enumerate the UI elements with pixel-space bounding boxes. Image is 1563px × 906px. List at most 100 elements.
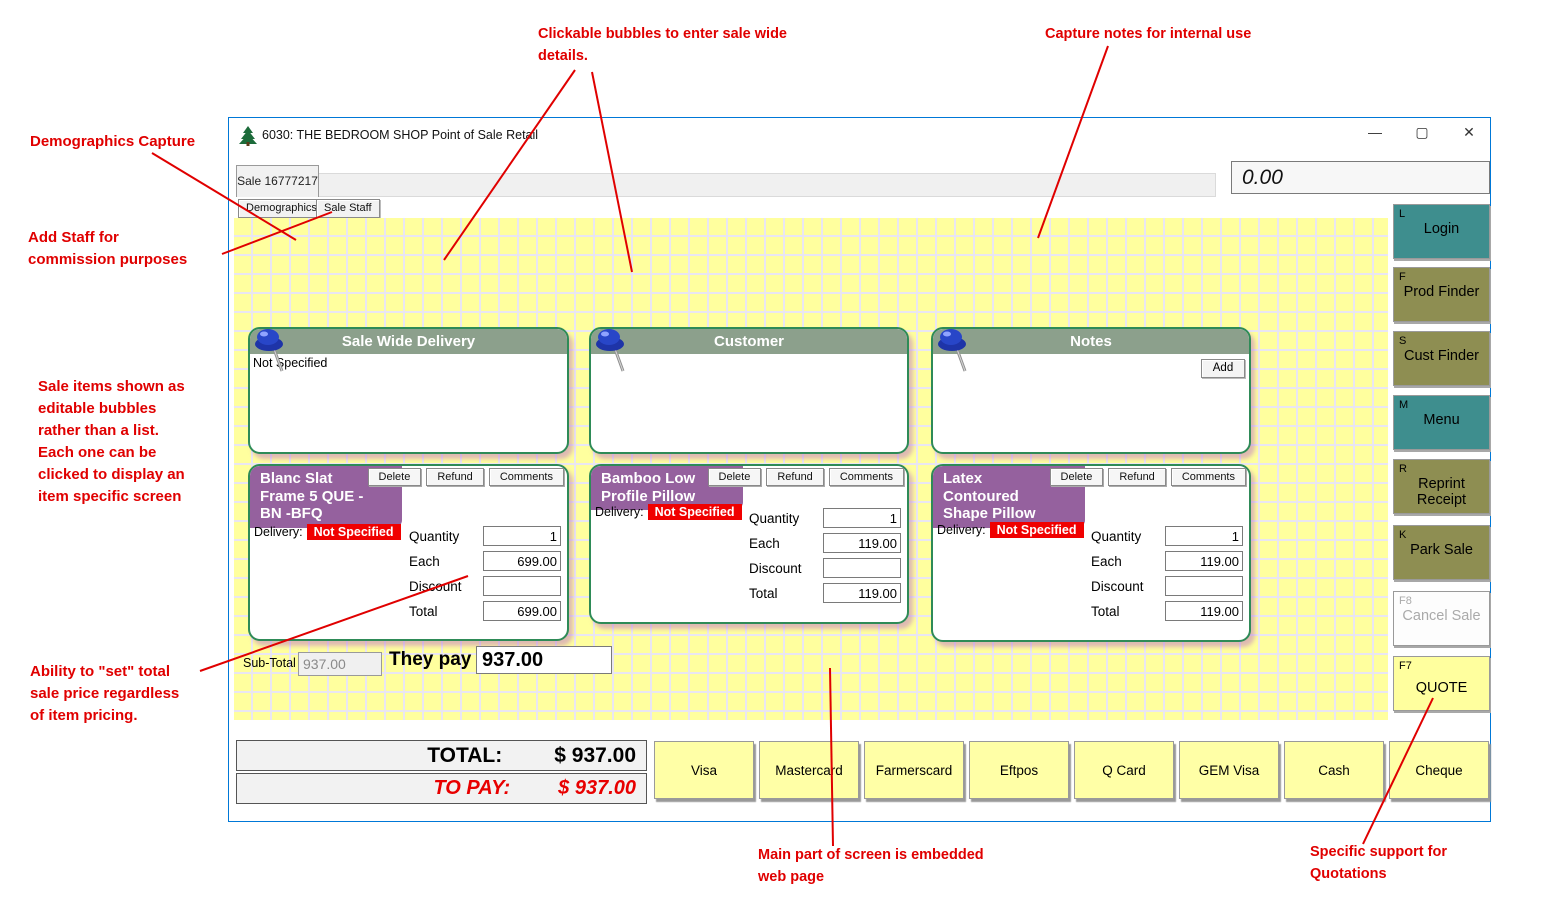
subtotal-input[interactable] — [298, 652, 382, 676]
delivery-status-badge[interactable]: Not Specified — [306, 524, 401, 540]
annotation-sale-items: Sale items shown as editable bubbles rat… — [38, 378, 185, 505]
to-pay-box: TO PAY: $ 937.00 — [236, 773, 647, 804]
shortcut-key: F8 — [1399, 595, 1412, 607]
sale-wide-delivery-bubble[interactable]: Sale Wide Delivery Not Specified — [248, 327, 569, 454]
eftpos-button[interactable]: Eftpos — [969, 741, 1069, 799]
delete-button[interactable]: Delete — [367, 468, 422, 486]
annotation-embedded-web: Main part of screen is embedded web page — [758, 847, 984, 885]
park-sale-button[interactable]: K Park Sale — [1393, 525, 1490, 580]
comments-button[interactable]: Comments — [828, 468, 904, 486]
embedded-web-area: Sale Wide Delivery Not Specified Custome… — [234, 218, 1388, 720]
mastercard-button[interactable]: Mastercard — [759, 741, 859, 799]
item-delivery: Delivery: Not Specified — [937, 522, 1084, 538]
total-label: Total — [409, 603, 438, 619]
window-title: 6030: THE BEDROOM SHOP Point of Sale Ret… — [262, 128, 539, 142]
quantity-input[interactable] — [1165, 526, 1243, 546]
q-card-button[interactable]: Q Card — [1074, 741, 1174, 799]
they-pay-label: They pay — [389, 649, 472, 670]
annotation-demographics-capture: Demographics Capture — [30, 133, 196, 150]
notes-header: Notes — [933, 329, 1249, 354]
comments-button[interactable]: Comments — [1170, 468, 1246, 486]
shortcut-key: M — [1399, 399, 1409, 411]
cancel-sale-button[interactable]: F8 Cancel Sale — [1393, 591, 1490, 646]
discount-label: Discount — [1091, 578, 1144, 594]
login-button[interactable]: L Login — [1393, 204, 1490, 259]
delivery-label: Delivery: — [595, 505, 644, 519]
each-input[interactable] — [1165, 551, 1243, 571]
item-delivery: Delivery: Not Specified — [254, 524, 401, 540]
comments-button[interactable]: Comments — [488, 468, 564, 486]
to-pay-label: TO PAY: — [433, 777, 511, 799]
delivery-label: Delivery: — [254, 525, 303, 539]
annotation-quotations: Specific support for Quotations — [1310, 844, 1447, 882]
discount-input[interactable] — [1165, 576, 1243, 596]
total-label: TOTAL: — [427, 743, 503, 767]
farmerscard-button[interactable]: Farmerscard — [864, 741, 964, 799]
quantity-label: Quantity — [1091, 528, 1142, 544]
discount-input[interactable] — [823, 558, 901, 578]
cheque-button[interactable]: Cheque — [1389, 741, 1489, 799]
close-icon[interactable]: ✕ — [1463, 124, 1475, 140]
annotation-clickable-bubbles: Clickable bubbles to enter sale wide det… — [538, 26, 787, 64]
they-pay-input[interactable] — [476, 646, 612, 674]
pos-window: 6030: THE BEDROOM SHOP Point of Sale Ret… — [228, 117, 1491, 822]
shortcut-key: F7 — [1399, 660, 1412, 672]
quantity-label: Quantity — [749, 510, 800, 526]
amount-display[interactable]: 0.00 — [1231, 161, 1490, 194]
quote-button[interactable]: F7 QUOTE — [1393, 656, 1490, 711]
sale-item-bubble[interactable]: Blanc Slat Frame 5 QUE - BN -BFQ Delete … — [248, 464, 569, 641]
total-input[interactable] — [823, 583, 901, 603]
shortcut-key: R — [1399, 463, 1407, 475]
notes-add-button[interactable]: Add — [1201, 359, 1245, 378]
sale-item-bubble[interactable]: Bamboo Low Profile Pillow Delete Refund … — [589, 464, 909, 624]
quantity-input[interactable] — [483, 526, 561, 546]
annotation-add-staff: Add Staff for commission purposes — [28, 229, 188, 268]
subtotal-label: Sub-Total — [243, 656, 296, 670]
sale-wide-delivery-value: Not Specified — [253, 356, 328, 370]
delivery-status-badge[interactable]: Not Specified — [647, 504, 742, 520]
each-label: Each — [1091, 553, 1122, 569]
gem-visa-button[interactable]: GEM Visa — [1179, 741, 1279, 799]
refund-button[interactable]: Refund — [766, 468, 824, 486]
sale-staff-button[interactable]: Sale Staff — [316, 199, 380, 218]
quantity-label: Quantity — [409, 528, 460, 544]
annotation-capture-notes: Capture notes for internal use — [1045, 26, 1252, 42]
each-label: Each — [749, 535, 780, 551]
visa-button[interactable]: Visa — [654, 741, 754, 799]
each-input[interactable] — [823, 533, 901, 553]
notes-bubble[interactable]: Notes Add — [931, 327, 1251, 454]
total-input[interactable] — [1165, 601, 1243, 621]
shortcut-key: K — [1399, 529, 1407, 541]
reprint-receipt-button[interactable]: R Reprint Receipt — [1393, 459, 1490, 514]
refund-button[interactable]: Refund — [426, 468, 484, 486]
cash-button[interactable]: Cash — [1284, 741, 1384, 799]
tab-strip — [236, 173, 1216, 197]
app-pine-tree-icon — [239, 126, 257, 146]
refund-button[interactable]: Refund — [1108, 468, 1166, 486]
cust-finder-button[interactable]: S Cust Finder — [1393, 331, 1490, 386]
sale-item-bubble[interactable]: Latex Contoured Shape Pillow Delete Refu… — [931, 464, 1251, 642]
shortcut-key: S — [1399, 335, 1407, 347]
delete-button[interactable]: Delete — [707, 468, 762, 486]
tab-sale-number[interactable]: Sale 16777217 — [236, 165, 319, 197]
quantity-input[interactable] — [823, 508, 901, 528]
annotation-set-total: Ability to "set" total sale price regard… — [30, 663, 180, 724]
delivery-status-badge[interactable]: Not Specified — [989, 522, 1084, 538]
to-pay-value: $ 937.00 — [558, 777, 636, 799]
pushpin-icon — [938, 329, 967, 372]
discount-label: Discount — [409, 578, 462, 594]
delete-button[interactable]: Delete — [1049, 468, 1104, 486]
total-input[interactable] — [483, 601, 561, 621]
menu-button[interactable]: M Menu — [1393, 395, 1490, 450]
customer-bubble[interactable]: Customer — [589, 327, 909, 454]
discount-input[interactable] — [483, 576, 561, 596]
demographics-button[interactable]: Demographics — [238, 199, 325, 218]
minimize-icon[interactable]: — — [1368, 124, 1382, 140]
item-delivery: Delivery: Not Specified — [595, 504, 742, 520]
maximize-icon[interactable]: ▢ — [1415, 124, 1429, 140]
pushpin-icon — [596, 329, 625, 372]
discount-label: Discount — [749, 560, 802, 576]
each-input[interactable] — [483, 551, 561, 571]
title-bar: 6030: THE BEDROOM SHOP Point of Sale Ret… — [229, 118, 1490, 154]
prod-finder-button[interactable]: F Prod Finder — [1393, 267, 1490, 322]
